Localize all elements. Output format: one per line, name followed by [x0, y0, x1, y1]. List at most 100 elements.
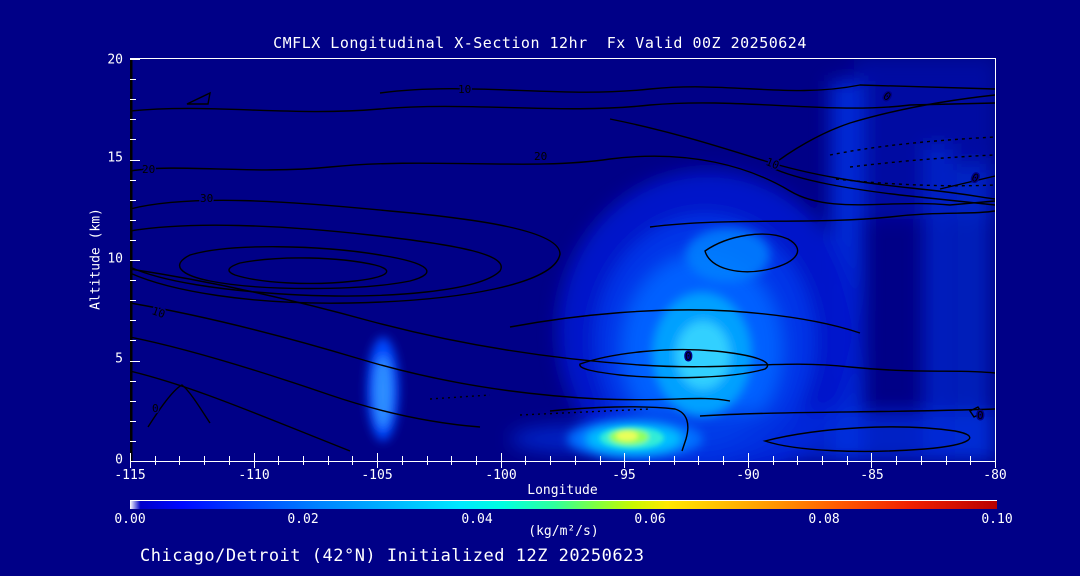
tick-mark — [130, 260, 140, 261]
tick-mark — [426, 461, 428, 465]
tick-mark — [649, 456, 650, 461]
tick-mark — [673, 456, 675, 461]
tick-mark — [253, 453, 255, 461]
x-tick-label: -90 — [736, 468, 760, 483]
tick-mark — [179, 456, 181, 461]
x-axis-inner-ticks — [130, 453, 995, 461]
fill-layer — [367, 59, 995, 461]
tick-mark — [871, 461, 873, 468]
tick-mark — [352, 456, 354, 461]
tick-mark — [476, 461, 477, 465]
tick-mark — [698, 461, 700, 465]
tick-mark — [896, 456, 898, 461]
tick-mark — [945, 461, 947, 465]
tick-mark — [871, 453, 873, 461]
tick-mark — [970, 461, 972, 465]
tick-mark — [846, 456, 848, 461]
x-axis-outer-ticks — [130, 461, 996, 469]
tick-mark — [130, 380, 136, 382]
tick-mark — [130, 440, 136, 442]
colorbar-tick-label: 0.04 — [461, 512, 493, 527]
contour-label: 0 — [152, 402, 159, 415]
y-tick-label: 0 — [115, 452, 123, 468]
tick-mark — [130, 239, 136, 241]
tick-mark — [377, 461, 379, 468]
colorbar — [130, 500, 997, 509]
tick-mark — [130, 420, 136, 422]
upper-secondary-maximum — [686, 228, 770, 282]
tick-mark — [228, 461, 230, 465]
tick-mark — [130, 320, 136, 322]
tick-mark — [599, 461, 601, 465]
contour-label: 0 — [685, 350, 692, 363]
tick-mark — [698, 456, 700, 461]
tick-mark — [500, 461, 502, 468]
contour-labels: 20 30 10 20 10 10 0 0 0 0 0 — [141, 82, 986, 424]
tick-mark — [352, 461, 354, 465]
y-tick-label: 20 — [107, 52, 123, 68]
tick-mark — [723, 461, 725, 465]
x-tick-label: -100 — [485, 468, 517, 483]
tick-mark — [130, 461, 131, 468]
tick-mark — [130, 360, 140, 362]
tick-mark — [920, 461, 922, 465]
tick-mark — [624, 461, 626, 468]
contour-label: 20 — [142, 163, 155, 176]
tick-mark — [451, 456, 453, 461]
tick-mark — [525, 456, 527, 461]
colorbar-tick-label: 0.00 — [114, 512, 146, 527]
vertical-band-2 — [923, 144, 953, 461]
contour-label: 10 — [458, 83, 471, 96]
hotspot-yellow-core — [616, 431, 638, 441]
tick-mark — [130, 99, 136, 101]
tick-mark — [550, 456, 552, 461]
colorbar-tick-label: 0.02 — [287, 512, 319, 527]
colorbar-tick-label: 0.10 — [981, 512, 1013, 527]
tick-mark — [401, 461, 403, 465]
tick-mark — [945, 456, 947, 461]
tick-mark — [303, 461, 304, 465]
x-tick-label: -95 — [612, 468, 636, 483]
tick-mark — [451, 461, 453, 465]
tick-mark — [130, 159, 140, 161]
x-tick-label: -85 — [860, 468, 884, 483]
contour-layer — [130, 59, 995, 461]
tick-mark — [673, 461, 675, 465]
colorbar-tick-labels: 0.00 0.02 0.04 0.06 0.08 0.10 — [114, 512, 1012, 528]
tick-mark — [995, 461, 996, 468]
contour-label: 0 — [977, 409, 984, 422]
tick-mark — [772, 461, 774, 465]
tick-mark — [747, 461, 749, 468]
x-tick-label: -105 — [361, 468, 393, 483]
tick-mark — [476, 456, 477, 461]
y-axis-inner-ticks — [130, 59, 142, 461]
x-tick-label: -115 — [114, 468, 146, 483]
main-core-cyan — [676, 321, 730, 389]
tick-mark — [130, 219, 136, 221]
tick-mark — [179, 461, 181, 465]
tick-mark — [797, 456, 799, 461]
tick-mark — [204, 456, 206, 461]
tick-mark — [574, 461, 576, 465]
colorbar-tick-label: 0.06 — [634, 512, 666, 527]
tick-mark — [377, 453, 379, 461]
tick-mark — [797, 461, 799, 465]
tick-mark — [747, 453, 749, 461]
tick-mark — [130, 59, 140, 60]
tick-mark — [130, 119, 136, 121]
y-tick-label: 5 — [115, 351, 123, 367]
tick-mark — [846, 461, 848, 465]
tick-mark — [574, 456, 576, 461]
tick-mark — [154, 456, 156, 461]
tick-mark — [599, 456, 601, 461]
contour-label: 30 — [200, 192, 213, 205]
tick-mark — [723, 456, 725, 461]
x-tick-label: -80 — [983, 468, 1007, 483]
y-tick-label: 10 — [107, 251, 123, 267]
tick-mark — [130, 340, 136, 342]
tick-mark — [995, 453, 996, 461]
figure-caption: Chicago/Detroit (42°N) Initialized 12Z 2… — [140, 546, 645, 566]
tick-mark — [920, 456, 922, 461]
colorbar-tick-label: 0.08 — [808, 512, 840, 527]
